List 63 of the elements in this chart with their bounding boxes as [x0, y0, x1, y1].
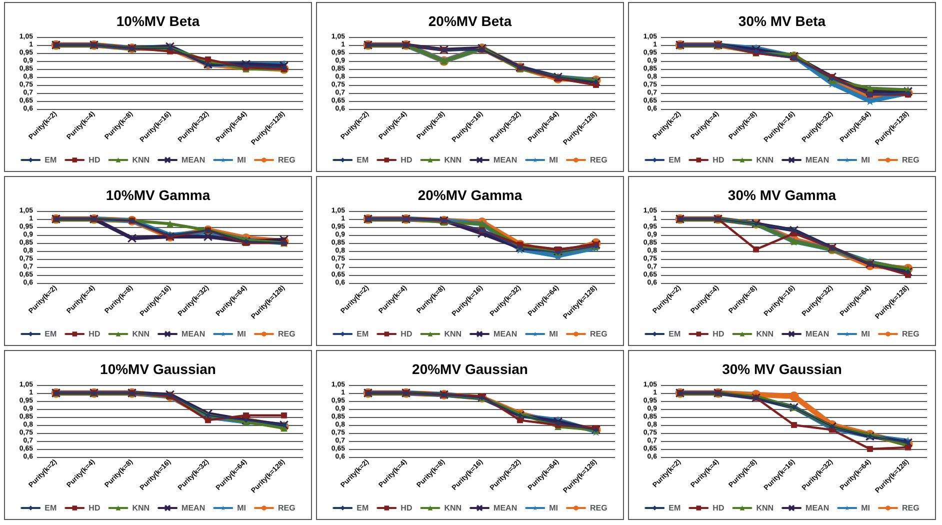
legend-label: EM	[668, 330, 682, 338]
legend-label: KNN	[132, 330, 150, 338]
legend-label: HD	[88, 330, 100, 338]
legend-label: HD	[400, 504, 412, 512]
chart-title: 10%MV Beta	[116, 13, 200, 29]
chart-title: 30% MV Gamma	[728, 187, 836, 203]
legend-label: KNN	[132, 504, 150, 512]
chart-title: 30% MV Beta	[738, 13, 826, 29]
chart-title: 20%MV Gamma	[418, 187, 522, 203]
legend-label: MEAN	[494, 504, 518, 512]
legend-label: MI	[549, 504, 558, 512]
legend-label: EM	[668, 156, 682, 164]
legend-label: MEAN	[806, 330, 830, 338]
legend-label: KNN	[756, 156, 774, 164]
legend-label: EM	[44, 156, 58, 164]
legend-label: KNN	[444, 330, 462, 338]
legend-label: MEAN	[182, 330, 206, 338]
legend-label: MI	[861, 330, 870, 338]
legend-label: EM	[668, 504, 682, 512]
legend-label: REG	[902, 504, 920, 512]
legend-label: MEAN	[806, 156, 830, 164]
legend-label: KNN	[132, 156, 150, 164]
legend-label: KNN	[444, 156, 462, 164]
legend-label: HD	[88, 156, 100, 164]
legend-label: MI	[237, 156, 246, 164]
legend-label: REG	[590, 156, 608, 164]
legend-label: HD	[88, 504, 100, 512]
legend-label: REG	[278, 330, 296, 338]
chart-title: 10%MV Gaussian	[100, 361, 216, 377]
legend-label: KNN	[756, 330, 774, 338]
chart-title: 20%MV Beta	[428, 13, 512, 29]
legend-label: MEAN	[182, 504, 206, 512]
legend-label: HD	[712, 504, 724, 512]
legend-label: REG	[278, 156, 296, 164]
legend-label: REG	[902, 330, 920, 338]
legend-label: REG	[590, 504, 608, 512]
legend-label: REG	[278, 504, 296, 512]
chart-title: 10%MV Gamma	[106, 187, 210, 203]
legend-label: MI	[237, 504, 246, 512]
legend-label: HD	[712, 330, 724, 338]
legend-label: EM	[44, 330, 58, 338]
legend-label: MEAN	[806, 504, 830, 512]
chart-title: 30% MV Gaussian	[722, 361, 842, 377]
legend-label: MI	[861, 156, 870, 164]
legend-label: KNN	[756, 504, 774, 512]
legend-label: HD	[400, 156, 412, 164]
legend-label: MEAN	[494, 156, 518, 164]
legend-label: REG	[902, 156, 920, 164]
legend-label: EM	[356, 504, 370, 512]
legend-label: KNN	[444, 504, 462, 512]
legend-label: HD	[400, 330, 412, 338]
legend-label: MI	[549, 156, 558, 164]
legend-label: EM	[356, 330, 370, 338]
legend-label: MEAN	[494, 330, 518, 338]
legend-label: REG	[590, 330, 608, 338]
chart-title: 20%MV Gaussian	[412, 361, 528, 377]
legend-label: EM	[44, 504, 58, 512]
legend-label: MI	[237, 330, 246, 338]
legend-label: MI	[861, 504, 870, 512]
legend-label: HD	[712, 156, 724, 164]
legend-label: MI	[549, 330, 558, 338]
legend-label: EM	[356, 156, 370, 164]
legend-label: MEAN	[182, 156, 206, 164]
